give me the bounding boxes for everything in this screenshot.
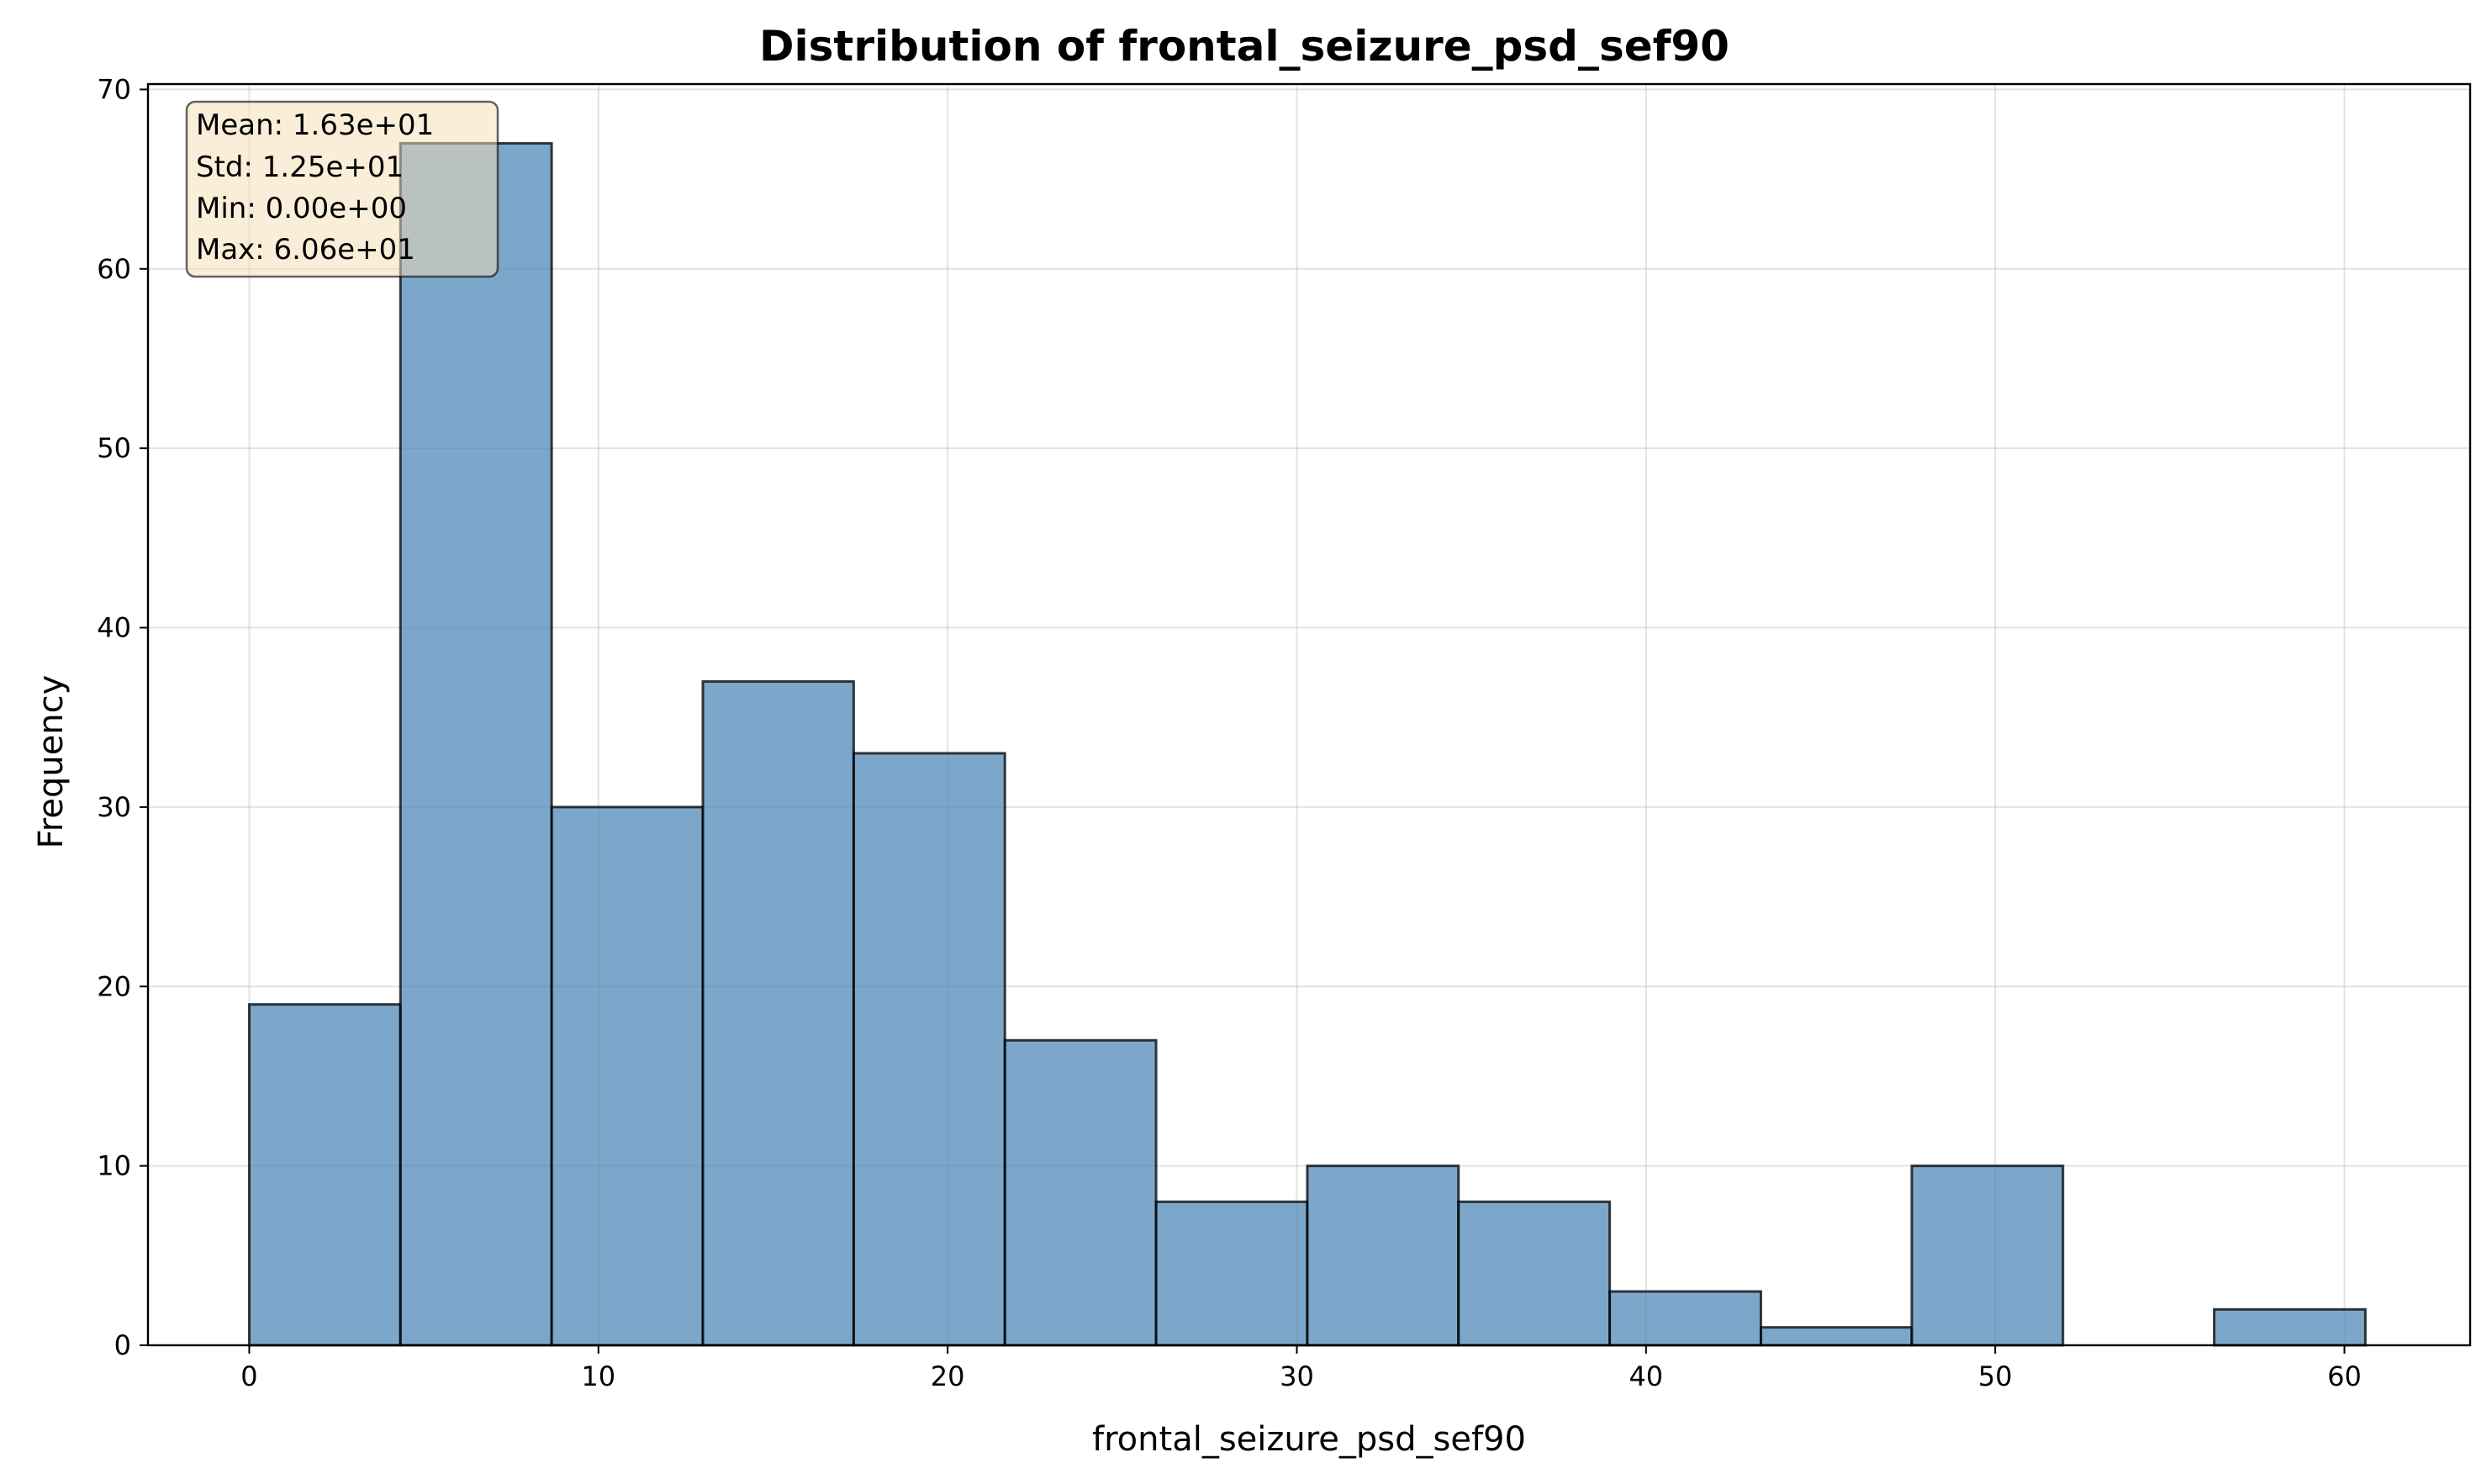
histogram-bar (1003, 1038, 1158, 1347)
y-tick-label: 60 (97, 253, 131, 285)
x-tick-label: 40 (1629, 1360, 1663, 1392)
histogram-bar (852, 752, 1006, 1347)
y-tick-label: 50 (97, 432, 131, 464)
x-axis-label: frontal_seizure_psd_sef90 (1092, 1420, 1526, 1459)
histogram-bar (1759, 1326, 1914, 1347)
plot-area-frame (146, 82, 2472, 1347)
histogram-bar (701, 680, 855, 1347)
y-tick-label: 70 (97, 73, 131, 105)
histogram-bar (1457, 1200, 1612, 1347)
x-tick-label: 10 (581, 1360, 615, 1392)
histogram-bar (1608, 1290, 1762, 1347)
histogram-bars (247, 141, 2367, 1347)
histogram-bar (1154, 1200, 1309, 1347)
y-tick-label: 10 (97, 1150, 131, 1182)
x-tick-label: 20 (931, 1360, 965, 1392)
stats-box-background (185, 100, 499, 278)
histogram-bar (399, 141, 553, 1347)
y-tick-label: 30 (97, 791, 131, 823)
y-tick-label: 40 (97, 612, 131, 644)
x-tick-label: 30 (1280, 1360, 1314, 1392)
y-tick-label: 0 (114, 1329, 131, 1361)
x-tick-label: 50 (1978, 1360, 2013, 1392)
histogram-bar (550, 805, 705, 1347)
stats-std: Std: 1.25e+01 (196, 151, 404, 184)
chart-title: Distribution of frontal_seizure_psd_sef9… (759, 22, 1729, 71)
stats-min: Min: 0.00e+00 (196, 192, 407, 225)
x-tick-label: 60 (2327, 1360, 2362, 1392)
y-axis-ticks: 0 10 20 30 40 50 60 70 (97, 73, 148, 1361)
histogram-bar (1306, 1164, 1460, 1347)
histogram-bar (1910, 1164, 2065, 1347)
histogram-bar (247, 1003, 402, 1347)
stats-max: Max: 6.06e+01 (196, 233, 415, 267)
histogram-bar (2213, 1307, 2367, 1347)
y-tick-label: 20 (97, 970, 131, 1002)
stats-mean: Mean: 1.63e+01 (196, 108, 434, 142)
stats-box: Mean: 1.63e+01 Std: 1.25e+01 Min: 0.00e+… (185, 100, 499, 278)
x-axis-ticks: 0 10 20 30 40 50 60 (240, 1345, 2362, 1392)
x-tick-label: 0 (240, 1360, 257, 1392)
y-axis-label: Frequency (32, 675, 71, 849)
